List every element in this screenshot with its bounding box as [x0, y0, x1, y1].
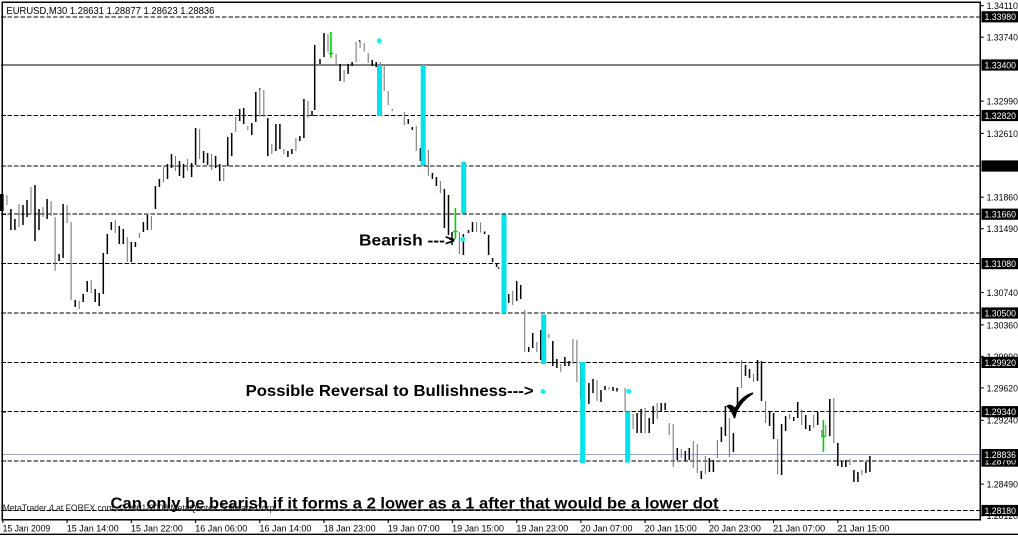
- svg-text:1.29920: 1.29920: [985, 358, 1017, 368]
- svg-text:1.30740: 1.30740: [987, 288, 1018, 298]
- svg-text:16 Jan 14:00: 16 Jan 14:00: [260, 524, 312, 534]
- svg-text:1.31860: 1.31860: [987, 193, 1018, 203]
- svg-text:1.28180: 1.28180: [985, 506, 1017, 516]
- svg-text:1.33400: 1.33400: [985, 60, 1017, 70]
- svg-text:19 Jan 23:00: 19 Jan 23:00: [516, 524, 568, 534]
- svg-text:1.31660: 1.31660: [985, 210, 1017, 220]
- svg-text:1.33980: 1.33980: [985, 12, 1017, 22]
- svg-text:15 Jan 22:00: 15 Jan 22:00: [131, 524, 183, 534]
- svg-text:19 Jan 15:00: 19 Jan 15:00: [452, 524, 504, 534]
- svg-text:18 Jan 23:00: 18 Jan 23:00: [324, 524, 376, 534]
- svg-text:1.32990: 1.32990: [987, 97, 1018, 107]
- svg-text:20 Jan 07:00: 20 Jan 07:00: [581, 524, 633, 534]
- svg-text:1.28490: 1.28490: [987, 480, 1018, 490]
- svg-text:Bearish --->: Bearish --->: [359, 232, 455, 249]
- svg-text:20 Jan 23:00: 20 Jan 23:00: [709, 524, 761, 534]
- svg-text:15 Jan 2009: 15 Jan 2009: [3, 524, 51, 534]
- svg-text:16 Jan 06:00: 16 Jan 06:00: [195, 524, 247, 534]
- svg-text:1.29340: 1.29340: [985, 407, 1017, 417]
- svg-text:19 Jan 07:00: 19 Jan 07:00: [388, 524, 440, 534]
- svg-text:15 Jan 14:00: 15 Jan 14:00: [67, 524, 119, 534]
- svg-text:1.30360: 1.30360: [987, 320, 1018, 330]
- svg-text:1.32820: 1.32820: [985, 111, 1017, 121]
- svg-text:20 Jan 15:00: 20 Jan 15:00: [645, 524, 697, 534]
- svg-text:1.31080: 1.31080: [985, 259, 1017, 269]
- svg-text:EURUSD,M30 1.28631 1.28877 1.: EURUSD,M30 1.28631 1.28877 1.28623 1.288…: [6, 6, 214, 17]
- svg-text:1.29620: 1.29620: [987, 383, 1018, 393]
- svg-text:1.28836: 1.28836: [985, 450, 1017, 460]
- svg-text:1.31490: 1.31490: [987, 224, 1018, 234]
- svg-text:Possible Reversal to Bullishne: Possible Reversal to Bullishness--->: [246, 383, 534, 400]
- svg-text:1.33740: 1.33740: [987, 33, 1018, 43]
- svg-text:21 Jan 15:00: 21 Jan 15:00: [838, 524, 890, 534]
- svg-text:21 Jan 07:00: 21 Jan 07:00: [773, 524, 825, 534]
- svg-text:1.34110: 1.34110: [987, 1, 1018, 11]
- svg-text:1.32610: 1.32610: [987, 129, 1018, 139]
- svg-text:1.30500: 1.30500: [985, 308, 1017, 318]
